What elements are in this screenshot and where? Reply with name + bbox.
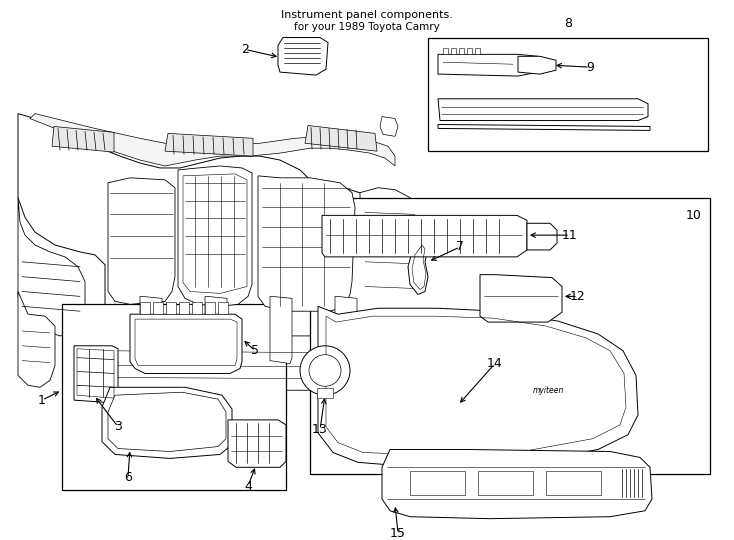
Polygon shape xyxy=(480,275,562,322)
Text: 4: 4 xyxy=(244,480,252,492)
Bar xyxy=(140,302,150,314)
Text: 11: 11 xyxy=(562,228,578,241)
Text: for your 1989 Toyota Camry: for your 1989 Toyota Camry xyxy=(294,22,440,32)
Bar xyxy=(410,471,465,495)
Text: 6: 6 xyxy=(124,471,132,484)
Bar xyxy=(459,49,464,55)
Bar xyxy=(310,198,710,474)
Polygon shape xyxy=(380,117,398,136)
Polygon shape xyxy=(18,198,85,336)
Bar xyxy=(428,38,708,151)
Text: 3: 3 xyxy=(114,420,122,433)
Text: 12: 12 xyxy=(570,290,586,303)
Polygon shape xyxy=(108,392,226,451)
Text: 5: 5 xyxy=(251,344,259,357)
Polygon shape xyxy=(108,178,175,305)
Polygon shape xyxy=(438,99,648,120)
Bar xyxy=(205,302,215,314)
Polygon shape xyxy=(74,346,118,403)
Polygon shape xyxy=(322,215,527,257)
Polygon shape xyxy=(438,125,650,131)
Circle shape xyxy=(309,355,341,386)
Polygon shape xyxy=(18,292,55,387)
Bar xyxy=(443,49,448,55)
Text: myiteen: myiteen xyxy=(532,386,564,395)
Polygon shape xyxy=(360,188,418,334)
Polygon shape xyxy=(258,176,355,311)
Bar xyxy=(192,302,202,314)
Polygon shape xyxy=(102,387,232,458)
Polygon shape xyxy=(205,296,227,363)
Bar xyxy=(546,471,601,495)
Circle shape xyxy=(300,346,350,395)
Text: 8: 8 xyxy=(564,17,572,30)
Text: 2: 2 xyxy=(241,43,249,56)
Text: 13: 13 xyxy=(312,423,328,436)
Polygon shape xyxy=(130,314,242,374)
Polygon shape xyxy=(52,126,114,152)
Bar xyxy=(153,302,163,314)
Text: 1: 1 xyxy=(38,394,46,407)
Text: 7: 7 xyxy=(456,240,464,253)
Polygon shape xyxy=(18,113,418,390)
Polygon shape xyxy=(135,319,237,366)
Bar xyxy=(478,471,533,495)
Bar xyxy=(62,305,286,490)
Polygon shape xyxy=(140,296,162,363)
Bar xyxy=(475,49,480,55)
Polygon shape xyxy=(305,125,377,151)
Polygon shape xyxy=(278,38,328,75)
Text: 9: 9 xyxy=(586,60,594,73)
Bar xyxy=(451,49,456,55)
Polygon shape xyxy=(30,113,395,166)
Polygon shape xyxy=(527,223,557,250)
Polygon shape xyxy=(105,336,420,390)
Text: Instrument panel components.: Instrument panel components. xyxy=(281,10,453,20)
Bar xyxy=(166,302,176,314)
Polygon shape xyxy=(228,420,286,467)
Polygon shape xyxy=(270,296,292,363)
Bar xyxy=(317,388,333,398)
Text: 14: 14 xyxy=(487,357,503,370)
Polygon shape xyxy=(178,166,252,306)
Text: 15: 15 xyxy=(390,527,406,540)
Polygon shape xyxy=(408,242,428,294)
Polygon shape xyxy=(438,55,538,76)
Polygon shape xyxy=(335,296,357,363)
Polygon shape xyxy=(165,133,253,156)
Polygon shape xyxy=(518,56,556,74)
Polygon shape xyxy=(318,306,638,467)
Bar xyxy=(218,302,228,314)
Bar xyxy=(179,302,189,314)
Bar xyxy=(467,49,472,55)
Polygon shape xyxy=(183,174,247,293)
Text: 10: 10 xyxy=(686,210,702,222)
Polygon shape xyxy=(382,449,652,519)
